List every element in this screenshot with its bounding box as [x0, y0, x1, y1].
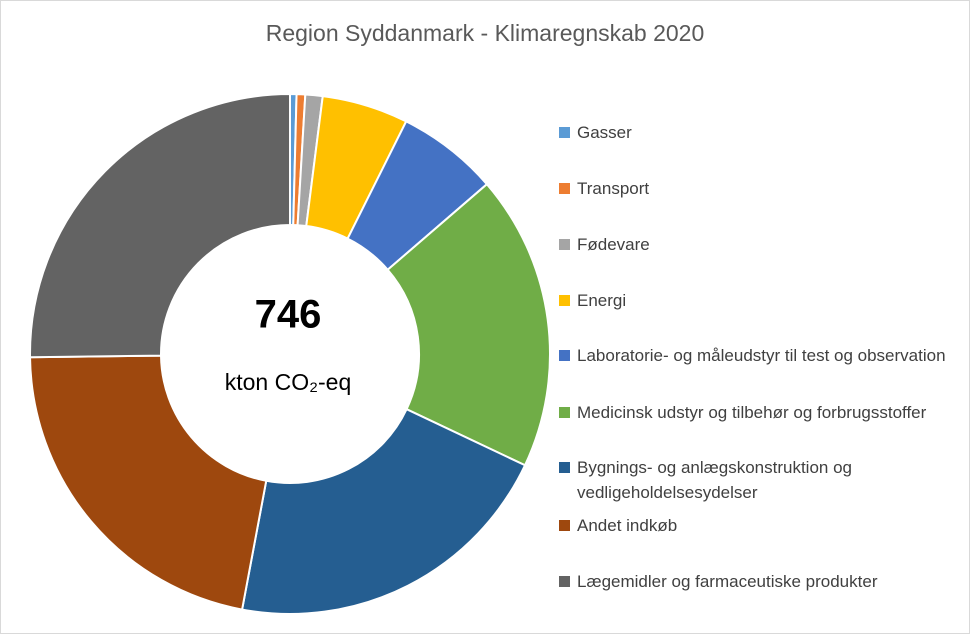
legend-item: Andet indkøb [559, 513, 954, 538]
center-label: kton CO₂-eq [225, 369, 352, 395]
legend-label: Medicinsk udstyr og tilbehør og forbrugs… [577, 403, 927, 422]
legend-label: Gasser [577, 123, 632, 142]
legend-item: Energi [559, 288, 954, 313]
donut-slice [29, 354, 268, 611]
legend-label: Andet indkøb [577, 516, 678, 535]
legend-swatch [559, 407, 570, 418]
legend-item: Medicinsk udstyr og tilbehør og forbrugs… [559, 400, 954, 425]
legend-item: Fødevare [559, 232, 954, 257]
legend-swatch [559, 350, 570, 361]
legend-label: Fødevare [577, 235, 650, 254]
center-value: 746 [255, 293, 322, 337]
legend-swatch [559, 520, 570, 531]
legend-label: Transport [577, 179, 650, 198]
legend-item: Lægemidler og farmaceutiske produkter [559, 569, 954, 594]
legend-label: Energi [577, 291, 627, 310]
donut-slice [240, 407, 527, 615]
legend-label: Bygnings- og anlægskonstruktion og vedli… [577, 458, 852, 502]
donut-slice [386, 182, 551, 467]
legend-swatch [559, 183, 570, 194]
legend-label: Lægemidler og farmaceutiske produkter [577, 572, 878, 591]
legend-item: Gasser [559, 120, 954, 145]
chart-title: Region Syddanmark - Klimaregnskab 2020 [266, 20, 705, 46]
legend-swatch [559, 239, 570, 250]
legend-item: Bygnings- og anlægskonstruktion og vedli… [559, 455, 954, 505]
donut-slice [29, 92, 291, 359]
legend-item: Transport [559, 176, 954, 201]
legend-item: Laboratorie- og måleudstyr til test og o… [559, 343, 954, 368]
legend-swatch [559, 576, 570, 587]
legend-swatch [559, 462, 570, 473]
legend-swatch [559, 127, 570, 138]
legend-label: Laboratorie- og måleudstyr til test og o… [577, 346, 946, 365]
legend-swatch [559, 295, 570, 306]
